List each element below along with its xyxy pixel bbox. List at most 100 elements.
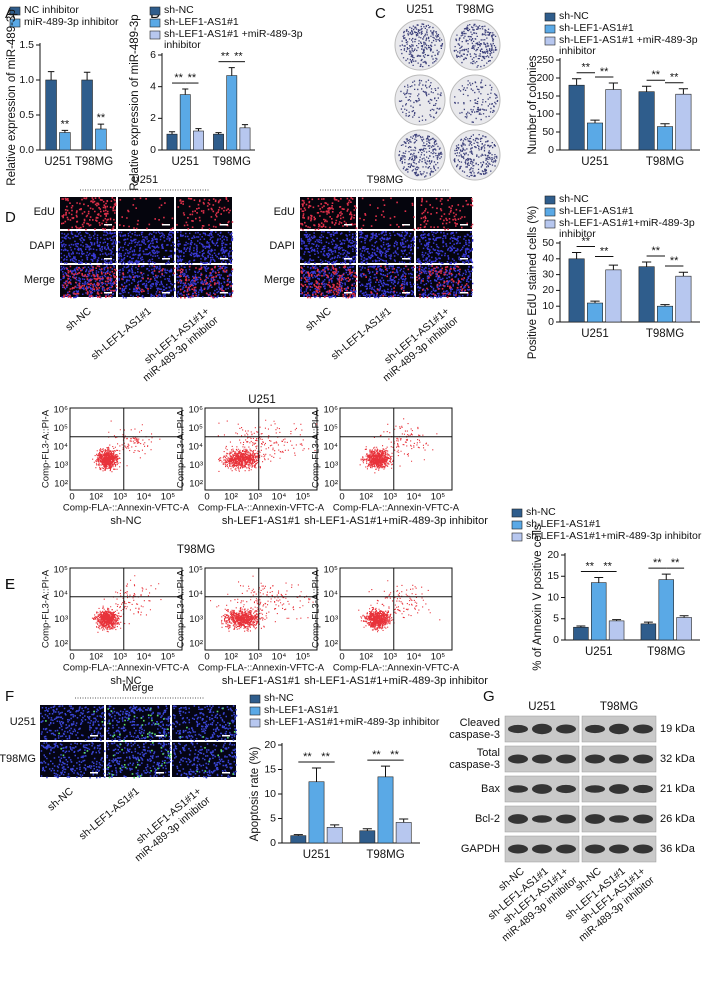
flow-header: U251	[248, 394, 276, 406]
apoptotic-nuclei	[60, 747, 89, 757]
nuclei	[358, 265, 416, 299]
y-tick-label: 0	[553, 634, 559, 646]
flow-x-tick: 10³	[113, 492, 127, 503]
bar	[605, 89, 622, 151]
row-label: DAPI	[29, 240, 55, 252]
plate-header: T98MG	[456, 4, 494, 16]
protein-label: Bcl-2	[475, 813, 500, 825]
y-tick-label: 40	[542, 253, 554, 265]
blot-band	[532, 754, 552, 764]
bar	[308, 781, 325, 844]
y-tick-label: 100	[536, 108, 554, 120]
significance: **	[600, 66, 609, 78]
colonies	[453, 23, 498, 68]
blot-band	[609, 784, 629, 794]
flow-y-tick: 10⁴	[323, 589, 338, 600]
y-tick-label: 2	[150, 112, 156, 124]
significance: **	[234, 51, 243, 63]
x-tick-label: U251	[581, 156, 609, 168]
panel-letter: C	[375, 5, 386, 22]
edu-nuclei	[61, 197, 117, 231]
flow-sample: sh-NC	[110, 675, 141, 687]
y-tick-label: 200	[536, 72, 554, 84]
x-tick-label: T98MG	[75, 156, 113, 168]
significance: **	[671, 557, 680, 569]
flow-y-label: Comp-FL3-A::PI-A	[41, 569, 52, 648]
micrograph	[40, 705, 104, 740]
error-bar	[97, 123, 105, 129]
blot-band	[585, 754, 605, 764]
significance: **	[652, 69, 661, 81]
legend-label: sh-LEF1-AS1#1	[559, 23, 634, 34]
colony-plate	[394, 129, 446, 181]
error-bar	[362, 828, 372, 831]
nuclei	[106, 705, 172, 742]
scale-bar	[162, 224, 170, 226]
flow-x-label: Comp-FLA-::Annexin-VFTC-A	[63, 503, 190, 514]
edu-nuclei	[416, 265, 473, 299]
legend-swatch	[544, 207, 556, 217]
bar	[568, 258, 585, 323]
error-bar	[641, 85, 652, 92]
legend-label: miR-489-3p inhibitor	[24, 17, 119, 28]
error-bar	[571, 251, 582, 259]
bar	[290, 835, 307, 844]
y-axis-label: Relative expression of miR-489-3p	[129, 14, 141, 190]
legend-entry: sh-NC	[559, 194, 589, 205]
flow-plot	[69, 407, 183, 491]
error-bar	[61, 129, 69, 133]
flow-x-label: Comp-FLA-::Annexin-VFTC-A	[333, 663, 460, 674]
y-tick-label: 30	[542, 268, 554, 280]
scale-bar	[344, 224, 352, 226]
legend-label: sh-LEF1-AS1#1	[264, 705, 339, 716]
events	[218, 446, 266, 472]
error-bar	[380, 765, 391, 777]
x-tick-label: U251	[303, 849, 331, 861]
protein-label: Total	[477, 747, 500, 759]
error-bar	[608, 264, 619, 270]
y-tick-label: 20	[264, 739, 276, 751]
bar	[377, 776, 394, 844]
y-tick-label: 10	[547, 591, 559, 603]
error-bar	[660, 123, 670, 127]
legend-label: sh-LEF1-AS1#1+miR-489-3p inhibitor	[559, 218, 695, 240]
y-tick-label: 6	[150, 49, 156, 61]
row-label: EdU	[34, 206, 55, 218]
legend-swatch	[249, 706, 261, 716]
error-bar	[293, 834, 303, 836]
scale-bar	[222, 772, 230, 774]
error-bar	[641, 261, 652, 267]
blot-band	[633, 724, 653, 734]
error-bar	[311, 767, 322, 782]
sample-label: sh-LEF1-AS1#1	[89, 305, 154, 362]
error-bar	[330, 824, 340, 828]
flow-y-tick: 10⁴	[188, 589, 203, 600]
error-bar	[47, 71, 55, 80]
error-bar	[678, 88, 689, 95]
flow-y-tick: 10⁴	[188, 442, 203, 453]
flow-x-tick: 0	[69, 492, 74, 503]
flow-x-tick: 10⁴	[407, 652, 422, 663]
edu-nuclei	[417, 197, 474, 231]
flow-plot	[204, 567, 318, 651]
legend-label: NC inhibitor	[24, 5, 79, 16]
flow-y-tick: 10²	[189, 479, 203, 490]
error-bar	[612, 619, 622, 621]
flow-y-tick: 10⁶	[189, 405, 204, 416]
legend-entry: sh-LEF1-AS1#1+miR-489-3p inhibitor	[526, 531, 701, 542]
error-bar	[661, 573, 671, 580]
flow-x-tick: 10⁵	[161, 652, 176, 663]
y-tick-label: 5	[270, 812, 276, 824]
legend-swatch	[149, 30, 161, 40]
row-label: U251	[10, 716, 36, 728]
flow-x-label: Comp-FLA-::Annexin-VFTC-A	[198, 663, 325, 674]
events	[108, 420, 161, 467]
bar	[640, 623, 657, 641]
nuclei	[300, 231, 358, 265]
size-label: 19 kDa	[660, 723, 696, 735]
bar	[359, 830, 376, 844]
scale-bar	[90, 772, 98, 774]
scale-bar	[156, 772, 164, 774]
y-tick-label: 50	[542, 126, 554, 138]
scale-bar	[402, 258, 410, 260]
